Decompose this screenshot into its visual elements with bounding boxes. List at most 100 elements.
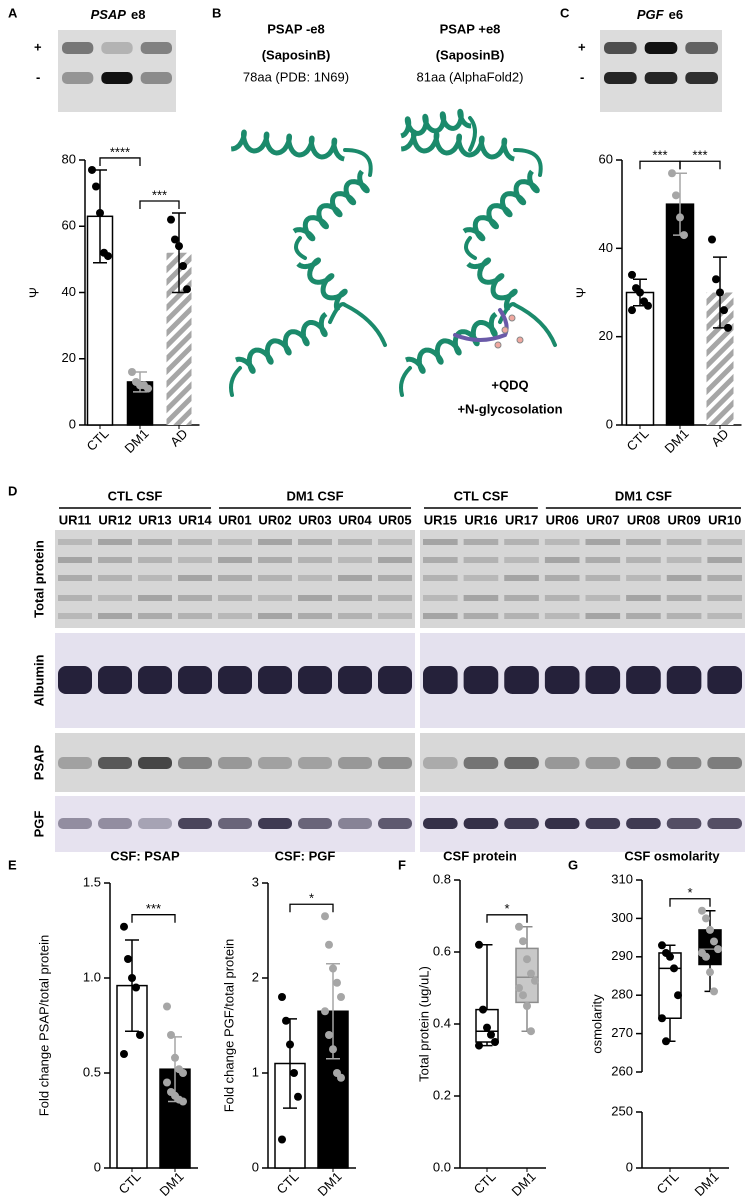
- blot-band: [626, 666, 661, 694]
- data-point: [724, 323, 732, 332]
- blot-band: [58, 595, 92, 601]
- blot-band: [504, 557, 539, 563]
- data-point: [167, 1031, 175, 1039]
- blot-band: [258, 539, 292, 545]
- data-point: [144, 384, 152, 393]
- blot-band: [178, 757, 212, 769]
- data-point: [720, 306, 728, 315]
- significance-bracket: [99, 157, 141, 166]
- blot-band: [544, 595, 580, 601]
- data-point: [128, 974, 136, 982]
- data-point: [96, 209, 104, 217]
- blot-band: [544, 557, 580, 563]
- blot-band: [338, 595, 372, 601]
- loop: [464, 236, 477, 260]
- data-point: [668, 169, 676, 178]
- data-point: [88, 165, 96, 174]
- data-point: [479, 1005, 487, 1014]
- blot-band: [666, 595, 702, 601]
- data-point: [163, 1002, 171, 1011]
- gel-band: [644, 72, 678, 84]
- loop: [498, 302, 517, 324]
- blot-band: [138, 613, 172, 619]
- gel-band: [685, 42, 718, 54]
- box: [658, 952, 682, 1019]
- blot-band: [463, 557, 499, 563]
- loop: [343, 148, 373, 177]
- structure-caption: 78aa (PDB: 1N69): [243, 69, 349, 84]
- data-point: [672, 191, 680, 200]
- y-tick-label: 60: [599, 151, 613, 166]
- data-point: [676, 213, 684, 222]
- blot-band: [98, 575, 132, 581]
- lane-label: UR16: [464, 512, 497, 527]
- blot-band: [98, 539, 132, 545]
- data-point: [294, 1092, 302, 1101]
- blot-row-label: PSAP: [31, 744, 46, 780]
- lane-label: UR14: [178, 512, 212, 527]
- blot-band: [707, 757, 742, 769]
- y-tick-label: 260: [611, 1063, 633, 1078]
- blot-band: [298, 666, 332, 694]
- blot-band: [666, 613, 702, 619]
- error-bar: [326, 963, 340, 1060]
- panel-letter: F: [398, 857, 406, 872]
- blot-band: [585, 575, 621, 581]
- blot-band: [218, 666, 252, 694]
- panel-letter: C: [560, 5, 570, 20]
- data-point: [644, 301, 652, 310]
- blot-band: [504, 757, 539, 769]
- helix: [400, 108, 473, 139]
- blot-band: [626, 613, 661, 619]
- blot-band: [178, 666, 212, 694]
- lane-label: UR02: [258, 512, 291, 527]
- data-point: [628, 306, 636, 315]
- structure-subtitle: (SaposinB): [262, 47, 331, 62]
- blot-band: [585, 539, 621, 545]
- exon-name: e6: [669, 7, 683, 22]
- blot-band: [218, 557, 252, 563]
- blot-band: [98, 666, 132, 694]
- significance-label: ****: [110, 144, 130, 159]
- loop: [513, 148, 543, 177]
- blot-row-label: Total protein: [31, 540, 46, 618]
- structure-caption: 81aa (AlphaFold2): [417, 69, 524, 84]
- significance-bracket: [139, 200, 180, 209]
- helix: [292, 169, 370, 242]
- blot-band: [423, 818, 458, 829]
- blot-band: [666, 557, 702, 563]
- blot-band: [423, 613, 458, 619]
- data-point: [337, 993, 345, 1001]
- blot-band: [218, 757, 252, 769]
- gel-band: [101, 72, 133, 84]
- gel-band: [62, 72, 94, 84]
- blot-band: [544, 613, 580, 619]
- blot-band: [504, 575, 539, 581]
- blot-band: [626, 539, 661, 545]
- blot-band: [178, 613, 212, 619]
- blot-band: [504, 613, 539, 619]
- blot-band: [178, 557, 212, 563]
- x-tick-label: DM1: [122, 426, 152, 456]
- blot-band: [378, 666, 412, 694]
- blot-band: [178, 575, 212, 581]
- glycan-atom: [508, 314, 516, 322]
- blot-band: [138, 818, 172, 829]
- significance-label: ***: [152, 187, 167, 202]
- lane-label: UR05: [378, 512, 411, 527]
- data-point: [136, 1031, 144, 1039]
- y-tick-label: 60: [62, 218, 76, 233]
- y-tick-label: 270: [611, 1025, 633, 1040]
- blot-band: [258, 557, 292, 563]
- lane-label: UR15: [424, 512, 457, 527]
- data-point: [698, 906, 706, 915]
- blot-band: [504, 818, 539, 829]
- blot-band: [544, 757, 580, 769]
- blot-band: [544, 818, 580, 829]
- y-tick-label: 290: [611, 948, 633, 963]
- y-tick-label: 250: [611, 1103, 633, 1118]
- data-point: [163, 1078, 171, 1087]
- blot-band: [258, 757, 292, 769]
- y-axis-label: Fold change PSAP/total protein: [36, 935, 51, 1116]
